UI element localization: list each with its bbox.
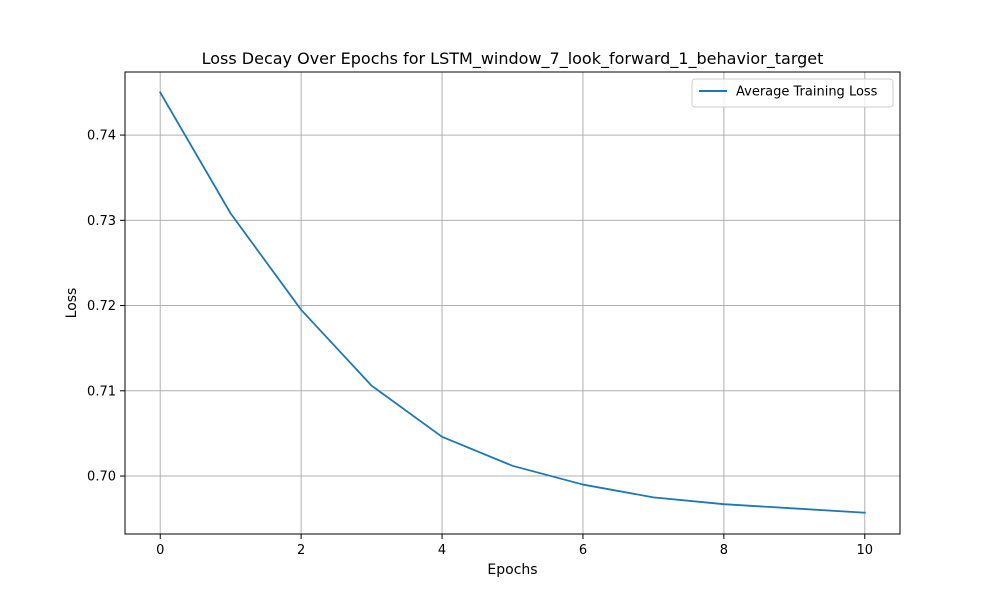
series-line-average-training-loss: [158, 91, 866, 514]
x-tick-label: 6: [579, 543, 587, 558]
x-tick-label: 2: [297, 543, 305, 558]
grid: [125, 72, 900, 534]
x-tick-label: 4: [438, 543, 446, 558]
y-tick-label: 0.70: [87, 470, 116, 485]
legend-box: [691, 78, 894, 108]
y-tick-label: 0.72: [87, 299, 116, 314]
legend-label-average-training-loss: Average Training Loss: [736, 85, 878, 100]
y-tick-label: 0.74: [87, 129, 116, 144]
x-tick-label: 8: [720, 543, 728, 558]
y-tick-label: 0.71: [87, 384, 116, 399]
series-layer: [158, 91, 866, 514]
chart-title: Loss Decay Over Epochs for LSTM_window_7…: [202, 49, 824, 69]
axis-ticks: 0 2 4 6 8 10 0.70 0.71 0.72 0.73 0.74: [87, 129, 873, 558]
y-axis-title: Loss: [64, 288, 80, 319]
y-tick-label: 0.73: [87, 214, 116, 229]
x-tick-label: 0: [156, 543, 164, 558]
legend: Average Training Loss: [691, 78, 894, 108]
x-axis-title: Epochs: [487, 562, 537, 578]
x-tick-label: 10: [856, 543, 873, 558]
plot-frame: [124, 71, 901, 535]
